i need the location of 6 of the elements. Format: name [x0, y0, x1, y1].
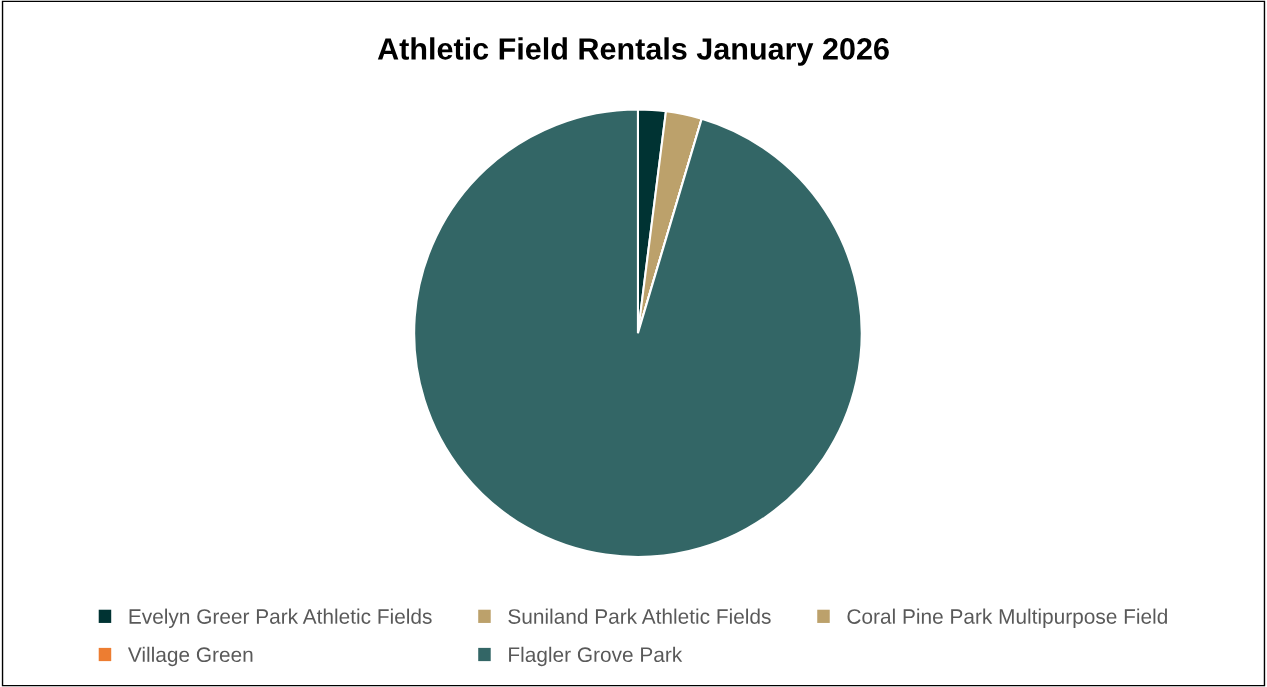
legend-label: Coral Pine Park Multipurpose Field [847, 608, 1167, 628]
legend-label: Evelyn Greer Park Athletic Fields [129, 608, 432, 628]
legend-label: Suniland Park Athletic Fields [508, 608, 771, 624]
legend-label: Village Green [127, 646, 253, 667]
legend-label: Flagler Grove Park [509, 646, 683, 667]
chart-title: Athletic Field Rentals January 2026 [377, 37, 889, 66]
